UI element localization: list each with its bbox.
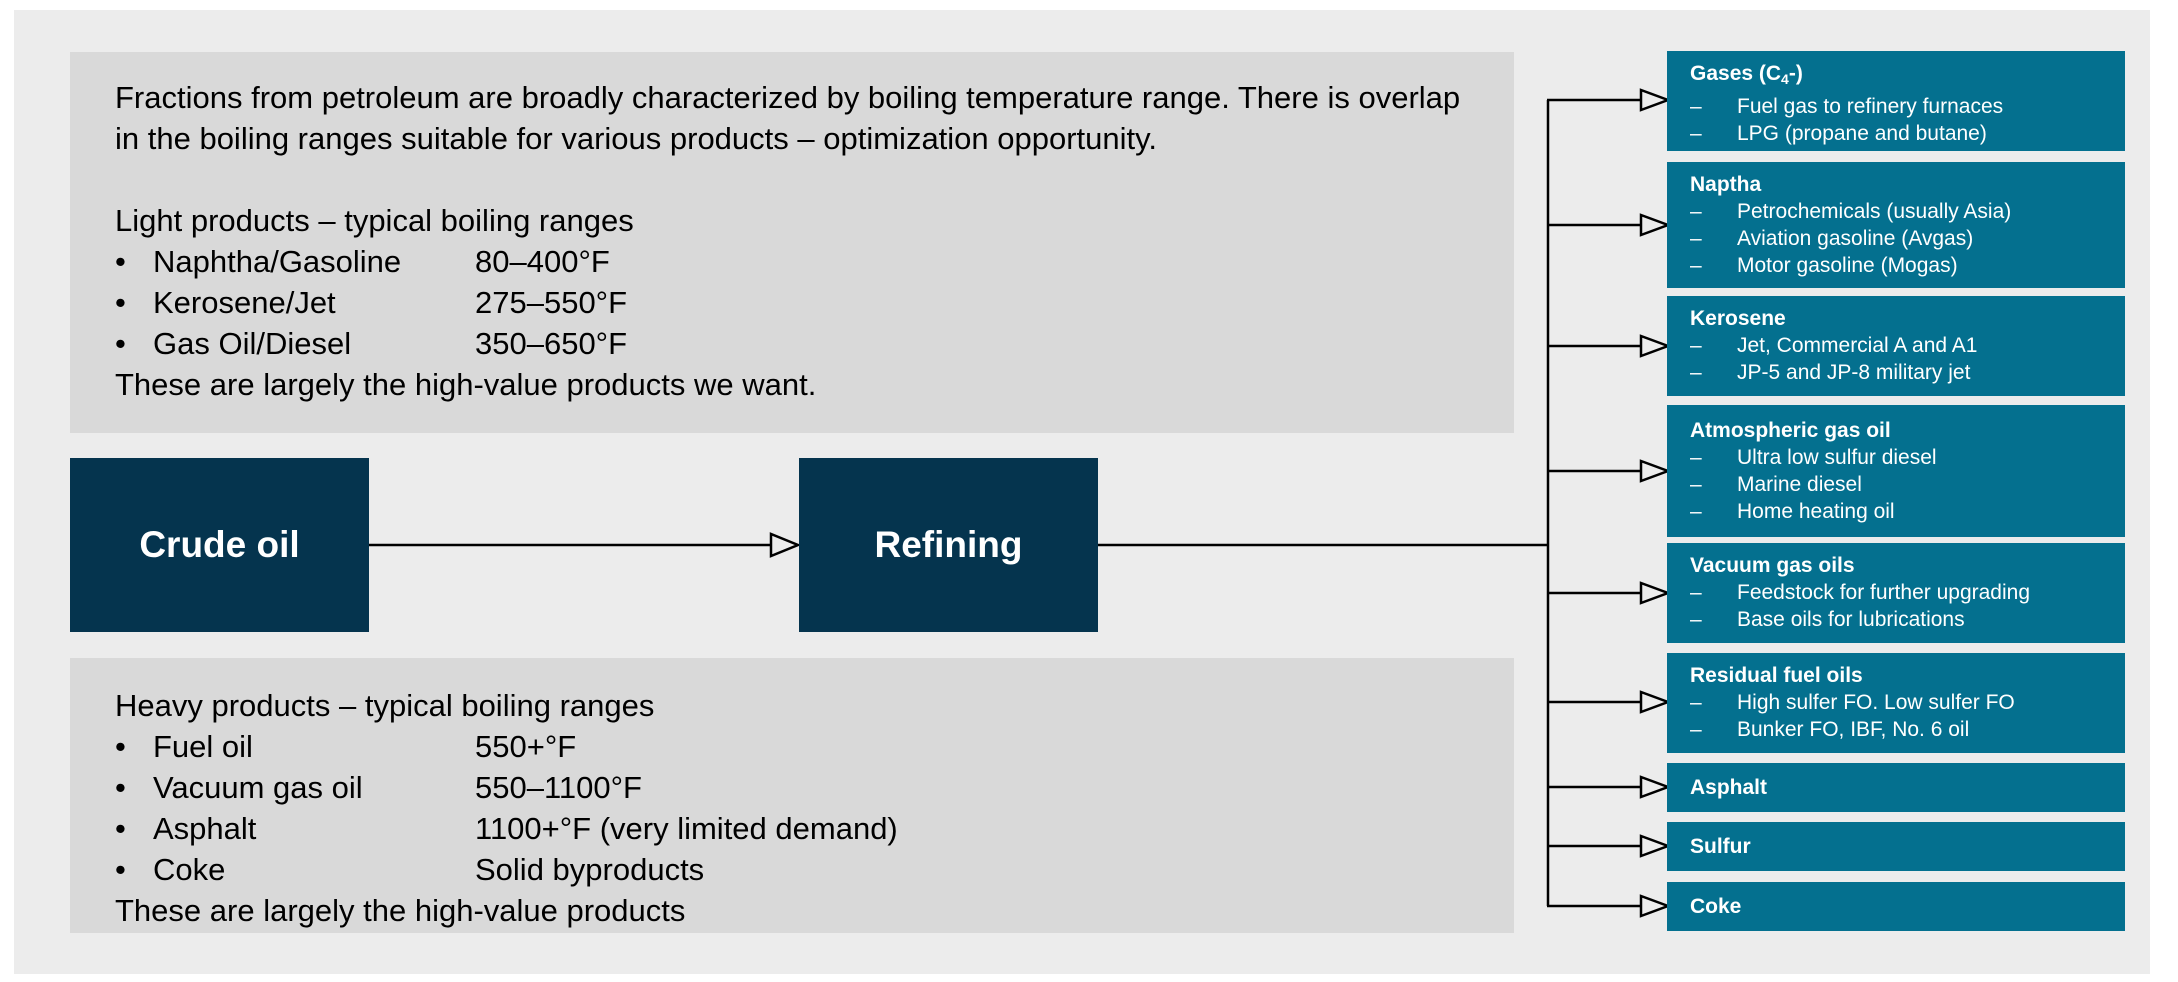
product-box-item: – Home heating oil bbox=[1690, 500, 1895, 523]
list-item: • Vacuum gas oil 550–1100°F bbox=[115, 767, 1469, 808]
product-box-gases: Gases (C4-) – Fuel gas to refinery furnac… bbox=[1667, 51, 2125, 151]
boiling-range: 80–400°F bbox=[475, 244, 610, 279]
product-box-item: – Jet, Commercial A and A1 bbox=[1690, 334, 1978, 357]
dash-glyph: – bbox=[1690, 608, 1702, 631]
intro-paragraph: Fractions from petroleum are broadly cha… bbox=[115, 80, 1461, 156]
product-box-item: – Petrochemicals (usually Asia) bbox=[1690, 200, 2012, 223]
product-box-item: – Aviation gasoline (Avgas) bbox=[1690, 227, 1974, 250]
product-name: Asphalt bbox=[153, 811, 257, 846]
product-box-item: – JP-5 and JP-8 military jet bbox=[1690, 361, 1971, 384]
list-item: • Kerosene/Jet 275–550°F bbox=[115, 282, 1469, 323]
boiling-range: 550+°F bbox=[475, 729, 577, 764]
product-box-residual-fuel-oils: Residual fuel oils – High sulfer FO. Low … bbox=[1667, 653, 2125, 753]
product-name: Fuel oil bbox=[153, 729, 253, 764]
boiling-range: 550–1100°F bbox=[475, 770, 642, 805]
list-item: • Naphtha/Gasoline 80–400°F bbox=[115, 241, 1469, 282]
product-box-item: – Bunker FO, IBF, No. 6 oil bbox=[1690, 718, 1970, 741]
boiling-range: 1100+°F (very limited demand) bbox=[475, 811, 898, 846]
light-products-heading: Light products – typical boiling ranges bbox=[115, 203, 634, 238]
list-item: • Gas Oil/Diesel 350–650°F bbox=[115, 323, 1469, 364]
product-box-title: Vacuum gas oils bbox=[1690, 554, 1855, 577]
product-name: Kerosene/Jet bbox=[153, 285, 336, 320]
boiling-range: Solid byproducts bbox=[475, 852, 705, 887]
crude-oil-label: Crude oil bbox=[139, 524, 300, 565]
list-item: • Fuel oil 550+°F bbox=[115, 726, 1469, 767]
product-box-item: – Feedstock for further upgrading bbox=[1690, 581, 2030, 604]
product-name: Gas Oil/Diesel bbox=[153, 326, 352, 361]
refining-box: Refining bbox=[799, 458, 1098, 632]
subscript: 4 bbox=[1781, 71, 1789, 87]
boiling-range: 350–650°F bbox=[475, 326, 628, 361]
dash-glyph: – bbox=[1690, 718, 1702, 741]
dash-glyph: – bbox=[1690, 581, 1702, 604]
product-name: Coke bbox=[153, 852, 226, 887]
product-box-item: – LPG (propane and butane) bbox=[1690, 122, 1987, 145]
product-box-item: – Motor gasoline (Mogas) bbox=[1690, 254, 1958, 277]
product-box-item: – Marine diesel bbox=[1690, 473, 1862, 496]
product-box-title: Gases (C4-) bbox=[1690, 62, 1803, 87]
dash-glyph: – bbox=[1690, 200, 1702, 223]
list-item: • Coke Solid byproducts bbox=[115, 849, 1469, 890]
product-box-title: Coke bbox=[1690, 895, 1742, 918]
product-box-title: Asphalt bbox=[1690, 776, 1768, 799]
list-item: • Asphalt 1100+°F (very limited demand) bbox=[115, 808, 1469, 849]
product-box-kerosene: Kerosene – Jet, Commercial A and A1 – JP-5… bbox=[1667, 296, 2125, 396]
dash-glyph: – bbox=[1690, 361, 1702, 384]
dash-glyph: – bbox=[1690, 500, 1702, 523]
product-name: Naphtha/Gasoline bbox=[153, 244, 402, 279]
heavy-products-panel: Heavy products – typical boiling ranges … bbox=[70, 658, 1514, 933]
product-box-item: – Base oils for lubrications bbox=[1690, 608, 1965, 631]
product-name: Vacuum gas oil bbox=[153, 770, 363, 805]
product-box-item: – Fuel gas to refinery furnaces bbox=[1690, 95, 2004, 118]
product-box-coke: Coke bbox=[1667, 882, 2125, 931]
product-box-title: Kerosene bbox=[1690, 307, 1786, 330]
dash-glyph: – bbox=[1690, 95, 1702, 118]
dash-glyph: – bbox=[1690, 473, 1702, 496]
product-box-item: – Ultra low sulfur diesel bbox=[1690, 446, 1937, 469]
heavy-products-footer: These are largely the high-value product… bbox=[115, 893, 686, 928]
bullet-glyph: • bbox=[115, 852, 126, 887]
heavy-products-heading: Heavy products – typical boiling ranges bbox=[115, 688, 655, 723]
light-products-panel: Fractions from petroleum are broadly cha… bbox=[70, 52, 1514, 433]
bullet-glyph: • bbox=[115, 326, 126, 361]
bullet-glyph: • bbox=[115, 811, 126, 846]
dash-glyph: – bbox=[1690, 254, 1702, 277]
product-box-naptha: Naptha – Petrochemicals (usually Asia) – A… bbox=[1667, 162, 2125, 288]
dash-glyph: – bbox=[1690, 334, 1702, 357]
dash-glyph: – bbox=[1690, 227, 1702, 250]
dash-glyph: – bbox=[1690, 122, 1702, 145]
dash-glyph: – bbox=[1690, 691, 1702, 714]
blank-line bbox=[115, 159, 1469, 200]
product-box-title: Residual fuel oils bbox=[1690, 664, 1863, 687]
crude-oil-box: Crude oil bbox=[70, 458, 369, 632]
boiling-range: 275–550°F bbox=[475, 285, 628, 320]
product-box-item: – High sulfer FO. Low sulfer FO bbox=[1690, 691, 2015, 714]
bullet-glyph: • bbox=[115, 729, 126, 764]
product-box-title: Sulfur bbox=[1690, 835, 1751, 858]
bullet-glyph: • bbox=[115, 244, 126, 279]
light-products-footer: These are largely the high-value product… bbox=[115, 367, 817, 402]
dash-glyph: – bbox=[1690, 446, 1702, 469]
refining-label: Refining bbox=[874, 524, 1023, 565]
product-box-atmospheric-gas-oil: Atmospheric gas oil – Ultra low sulfur di… bbox=[1667, 405, 2125, 537]
product-box-vacuum-gas-oils: Vacuum gas oils – Feedstock for further u… bbox=[1667, 543, 2125, 643]
product-box-title: Naptha bbox=[1690, 173, 1762, 196]
product-box-asphalt: Asphalt bbox=[1667, 763, 2125, 812]
bullet-glyph: • bbox=[115, 770, 126, 805]
product-box-sulfur: Sulfur bbox=[1667, 822, 2125, 871]
product-box-title: Atmospheric gas oil bbox=[1690, 419, 1891, 442]
bullet-glyph: • bbox=[115, 285, 126, 320]
